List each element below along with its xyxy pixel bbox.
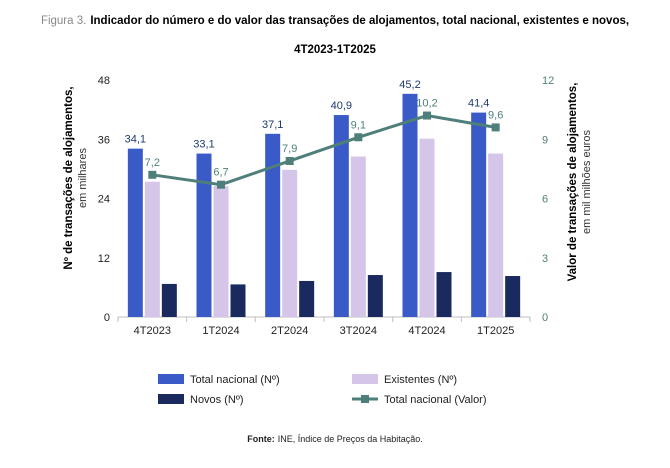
- bars-layer: [127, 93, 521, 318]
- bar-existentes: [213, 186, 229, 317]
- line-marker: [285, 156, 294, 165]
- right-tick-label: 9: [542, 134, 548, 146]
- bar-total: [196, 153, 212, 317]
- line-total-valor: [152, 114, 496, 187]
- left-axis-subtitle: em milhares: [77, 148, 89, 208]
- bar-total-label: 37,1: [262, 119, 283, 131]
- line-marker: [423, 111, 431, 120]
- x-tick-label: 1T2024: [202, 325, 239, 337]
- bar-total: [402, 93, 418, 317]
- bar-novos: [436, 272, 452, 317]
- chart-title: Figura 3. Indicador do número e do valor …: [41, 15, 629, 56]
- bar-total-label: 41,4: [468, 98, 489, 110]
- bar-existentes: [144, 181, 160, 317]
- x-tick-label: 1T2025: [477, 325, 514, 337]
- line-marker: [354, 133, 363, 142]
- title-line-1: Figura 3. Indicador do número e do valor …: [41, 15, 629, 27]
- right-tick-label: 6: [542, 194, 548, 206]
- source-note: Fonte: INE, Índice de Preços da Habitação…: [247, 434, 423, 444]
- right-axis-subtitle: em mil milhões euros: [581, 130, 593, 234]
- bar-total: [265, 133, 281, 317]
- x-tick-label: 2T2024: [271, 325, 308, 337]
- x-axis: 4T2023 1T2024 2T2024 3T2024 4T2024 1T2025: [117, 316, 531, 337]
- bar-novos: [230, 284, 246, 317]
- bar-existentes: [488, 153, 504, 317]
- bar-existentes: [282, 169, 298, 317]
- left-tick-label: 12: [98, 253, 110, 265]
- bar-total-label: 45,2: [399, 79, 420, 91]
- legend-item-valor-marker: [361, 395, 369, 403]
- bar-total-label: 40,9: [331, 100, 352, 112]
- bar-novos: [505, 276, 521, 317]
- legend-item-existentes-swatch: [352, 374, 378, 384]
- bar-total: [471, 112, 487, 318]
- legend: Total nacional (Nº) Existentes (Nº) Novos …: [158, 374, 487, 406]
- right-tick-label: 3: [542, 253, 548, 265]
- right-axis-title: Valor de transações de alojamentos,: [567, 83, 579, 282]
- bar-total-label: 34,1: [125, 134, 146, 146]
- line-marker: [148, 170, 157, 179]
- bar-existentes: [419, 138, 435, 317]
- bar-novos: [299, 280, 315, 317]
- left-tick-label: 0: [104, 312, 110, 324]
- line-value-label: 9,1: [351, 119, 366, 131]
- title-text: Indicador do número e do valor das trans…: [90, 15, 629, 27]
- bar-novos: [161, 283, 177, 317]
- line-layer: [148, 111, 500, 189]
- line-value-label: 6,7: [213, 167, 228, 179]
- line-value-label: 10,2: [416, 98, 437, 110]
- source-text: INE, Índice de Preços da Habitação.: [278, 434, 423, 444]
- source-label: Fonte:: [247, 434, 275, 444]
- legend-item-novos-label: Novos (Nº): [190, 394, 244, 406]
- title-line-2: 4T2023-1T2025: [294, 44, 376, 56]
- right-axis: 0 3 6 9 12: [542, 75, 554, 324]
- line-marker: [491, 123, 500, 132]
- right-tick-label: 12: [542, 75, 554, 87]
- x-tick-label: 4T2024: [408, 325, 445, 337]
- bar-total: [127, 148, 143, 317]
- bar-novos: [367, 275, 383, 317]
- bar-total: [333, 115, 349, 318]
- legend-item-existentes-label: Existentes (Nº): [384, 374, 457, 386]
- line-value-label: 7,2: [145, 157, 160, 169]
- bar-total-label: 33,1: [193, 139, 214, 151]
- left-tick-label: 48: [98, 75, 110, 87]
- data-labels-layer: 34,1 33,1 37,1 40,9 45,2 41,4 7,2 6,7 7,9 9,1 10,2…: [125, 79, 504, 179]
- left-axis: 0 12 24 36 48: [98, 75, 110, 324]
- figure-label: Figura 3.: [41, 15, 86, 27]
- left-tick-label: 24: [98, 194, 110, 206]
- x-tick-label: 4T2023: [134, 325, 171, 337]
- line-value-label: 9,6: [488, 109, 503, 121]
- left-axis-title: Nº de transações de alojamentos,: [63, 86, 75, 269]
- line-marker: [217, 180, 225, 189]
- x-tick-label: 3T2024: [340, 325, 377, 337]
- legend-item-novos-swatch: [158, 394, 184, 404]
- bar-existentes: [350, 156, 366, 317]
- legend-item-total-swatch: [158, 374, 184, 384]
- left-tick-label: 36: [98, 134, 110, 146]
- line-value-label: 7,9: [282, 143, 297, 155]
- legend-item-total-label: Total nacional (Nº): [190, 374, 280, 386]
- right-tick-label: 0: [542, 312, 548, 324]
- legend-item-valor-label: Total nacional (Valor): [384, 394, 487, 406]
